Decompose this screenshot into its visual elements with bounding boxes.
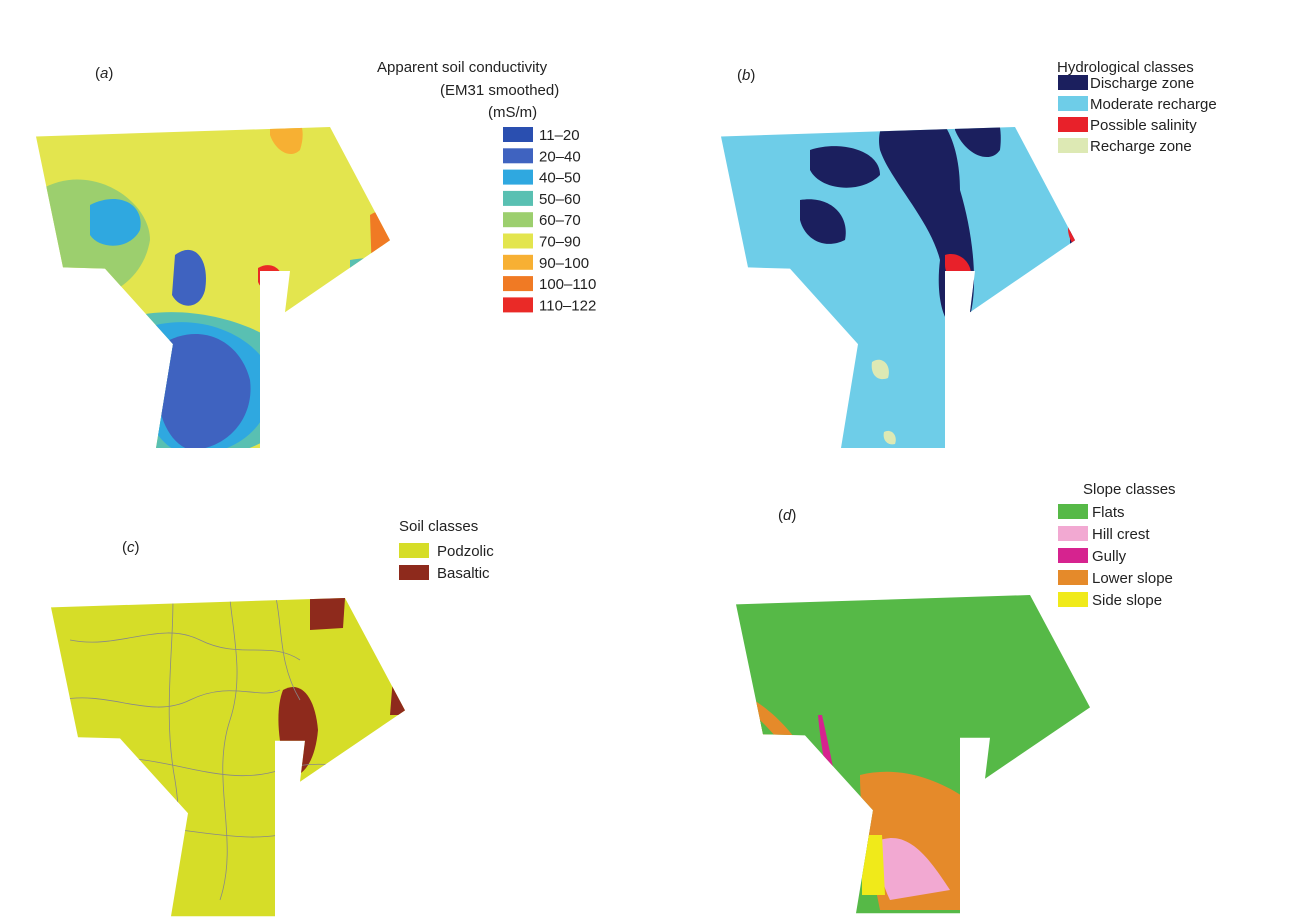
legend-a-label: 90–100	[539, 255, 589, 272]
recharge-zone-1	[871, 359, 889, 380]
legend-d-swatch	[1058, 570, 1088, 585]
basaltic-patch-2	[390, 615, 405, 715]
flats-area	[736, 595, 1090, 914]
legend-c-title: Soil classes	[399, 518, 478, 535]
legend-b-swatch	[1058, 117, 1088, 132]
panel-d: (d) Slope classes Flats Hill crest Gully Lo…	[736, 481, 1176, 914]
zone-20-40	[156, 334, 251, 448]
legend-d-swatch	[1058, 548, 1088, 563]
legend-a-label: 40–50	[539, 170, 581, 187]
legend-a-label: 70–90	[539, 234, 581, 251]
legend-a-label: 110–122	[539, 297, 596, 314]
legend-b-swatch	[1058, 138, 1088, 153]
panel-a-label: (a)	[95, 65, 113, 82]
legend-b-label: Discharge zone	[1090, 75, 1194, 92]
panel-c: (c) Soil classes Podzolic Basaltic	[51, 518, 505, 917]
legend-a-title-line2: (EM31 smoothed)	[440, 82, 559, 99]
legend-a-label: 11–20	[539, 127, 580, 144]
legend-d-label: Hill crest	[1092, 526, 1150, 543]
legend-a-label: 60–70	[539, 212, 581, 229]
legend-a-swatch	[503, 190, 533, 206]
legend-a-label: 20–40	[539, 148, 581, 165]
legend-d-label: Gully	[1092, 548, 1127, 565]
legend-b-label: Recharge zone	[1090, 138, 1192, 155]
soil-boundary-4	[219, 598, 238, 901]
legend-b-title: Hydrological classes	[1057, 59, 1194, 76]
panel-c-label: (c)	[122, 539, 140, 556]
legend-d-swatch	[1058, 592, 1088, 607]
soil-boundary-8	[399, 739, 405, 861]
hydrology-map	[721, 127, 1170, 448]
panel-b-label: (b)	[737, 67, 755, 84]
legend-a-swatch	[503, 276, 533, 292]
possible-salinity-2	[1068, 190, 1075, 250]
legend-a-swatch	[503, 233, 533, 249]
legend-a-swatch	[503, 212, 533, 228]
legend-a-title-line1: Apparent soil conductivity	[377, 59, 548, 76]
possible-salinity-3	[1128, 246, 1145, 258]
legend-d-swatch	[1058, 526, 1088, 541]
basaltic-patch-4	[472, 685, 505, 770]
soil-boundary-1	[69, 632, 301, 661]
legend-a-swatch	[503, 127, 533, 142]
legend-c-swatch	[399, 565, 429, 580]
discharge-zone-4	[955, 127, 1001, 158]
legend-a-title-line3: (mS/m)	[488, 104, 537, 121]
legend-d: Flats Hill crest Gully Lower slope Side slop…	[1058, 504, 1173, 609]
soil-boundary-7	[259, 598, 301, 701]
soil-boundary-2	[59, 689, 281, 708]
basaltic-patch-1	[310, 598, 345, 630]
zone-20-40-b	[172, 249, 206, 306]
discharge-zone-5	[1069, 170, 1075, 331]
zone-110-122	[390, 213, 413, 250]
soil-boundary-6	[119, 819, 405, 838]
legend-a-swatch	[503, 169, 533, 185]
legend-a-swatch	[503, 254, 533, 270]
panel-d-label: (d)	[778, 507, 796, 524]
discharge-zone-2	[810, 146, 880, 188]
soil-map	[51, 598, 505, 917]
legend-b-label: Possible salinity	[1090, 117, 1197, 134]
legend-a-label: 100–110	[539, 276, 596, 293]
zone-20-40-d	[275, 363, 295, 388]
legend-d-label: Flats	[1092, 504, 1125, 521]
discharge-zone-8	[1100, 390, 1170, 415]
zone-90-100	[270, 127, 303, 154]
zone-20-40-c	[392, 324, 416, 364]
panel-a: (a) Apparent soil conductivity (EM31 smo…	[36, 59, 596, 448]
discharge-zone-3	[800, 199, 846, 244]
legend-d-swatch	[1058, 504, 1088, 519]
zone-40-50-b	[90, 199, 141, 246]
legend-c: Podzolic Basaltic	[399, 543, 494, 582]
legend-c-label: Basaltic	[437, 565, 490, 582]
legend-b: Discharge zone Moderate recharge Possible …	[1058, 75, 1217, 155]
legend-c-label: Podzolic	[437, 543, 494, 560]
recharge-zone-2	[883, 430, 896, 445]
legend-d-label: Side slope	[1092, 592, 1162, 609]
legend-c-swatch	[399, 543, 429, 558]
legend-a: 11–20 20–40 40–50 50–60 60–70 70–90 90–100 100–…	[503, 127, 596, 314]
zone-100-110	[370, 209, 390, 282]
legend-d-label: Lower slope	[1092, 570, 1173, 587]
zone-50-60-b	[350, 258, 390, 349]
podzolic-area	[51, 598, 405, 917]
discharge-zone-6	[1095, 229, 1156, 314]
legend-b-label: Moderate recharge	[1090, 96, 1217, 113]
legend-b-swatch	[1058, 96, 1088, 111]
legend-d-title: Slope classes	[1083, 481, 1176, 498]
side-slope	[862, 835, 885, 895]
discharge-zone-7	[1019, 359, 1059, 396]
legend-a-swatch	[503, 148, 533, 164]
slope-map	[736, 595, 1090, 914]
hill-crest	[879, 838, 950, 900]
legend-a-label: 50–60	[539, 191, 581, 208]
legend-a-swatch	[503, 297, 533, 313]
panel-b: (b) Hydrological classes Discharge zone M…	[721, 59, 1217, 448]
legend-b-swatch	[1058, 75, 1088, 90]
